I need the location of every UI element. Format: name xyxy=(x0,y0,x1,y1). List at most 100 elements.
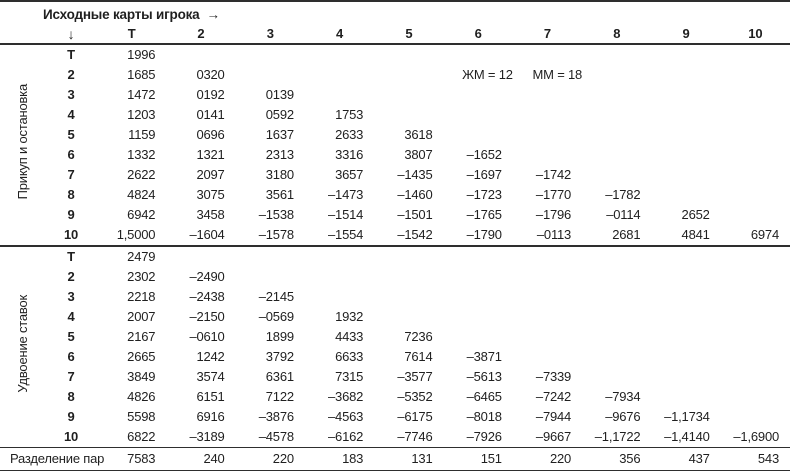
empty-cell xyxy=(651,165,720,185)
cell-value: –2438 xyxy=(189,289,225,304)
table-row: 9 5598 6916 –3876 –4563 –6175 –8018 –7944 –9676 –… xyxy=(0,407,790,427)
cell-value: –0113 xyxy=(536,227,572,242)
empty-cell xyxy=(721,387,790,407)
cell-value: –7242 xyxy=(535,389,572,404)
empty-cell xyxy=(721,125,790,145)
cell-value: –7944 xyxy=(535,409,572,424)
cell-value: –1765 xyxy=(466,207,502,222)
cell-value: –3876 xyxy=(258,409,294,424)
cell-value: 3792 xyxy=(265,349,294,364)
empty-cell xyxy=(582,287,651,307)
cell-value: 1753 xyxy=(335,107,364,122)
cell-value: 3574 xyxy=(196,369,225,384)
empty-cell xyxy=(651,307,720,327)
cell-value: 7583 xyxy=(97,447,167,471)
table-row: 4 2007 –2150 –0569 1932 xyxy=(0,307,790,327)
empty-cell xyxy=(374,43,444,65)
empty-cell xyxy=(443,85,512,105)
empty-cell xyxy=(721,205,790,225)
table-row: 6 2665 1242 3792 6633 7614 –3871 xyxy=(0,347,790,367)
empty-cell xyxy=(374,65,443,85)
cell-value: –1578 xyxy=(258,227,294,242)
cell-value: 0141 xyxy=(196,107,225,122)
section-label-cell: Прикуп и остановка xyxy=(0,43,45,246)
cell-value: –1782 xyxy=(605,187,641,202)
cell-value: 131 xyxy=(374,447,444,471)
cell-value: –1742 xyxy=(535,167,572,182)
row-header-Т: Т xyxy=(45,43,97,65)
column-header-7: 7 xyxy=(543,26,551,41)
cell-value: 6974 xyxy=(750,227,779,242)
empty-cell xyxy=(236,267,305,287)
cell-value: –3871 xyxy=(466,349,502,364)
table-header-cell: Исходные карты игрока → xyxy=(0,1,790,25)
empty-cell xyxy=(305,85,374,105)
cell-value: 3657 xyxy=(335,167,364,182)
empty-cell xyxy=(651,347,720,367)
cell-value: 1899 xyxy=(265,329,294,344)
column-header-10: 10 xyxy=(748,26,763,41)
cell-value: –8018 xyxy=(466,409,502,424)
empty-cell xyxy=(513,307,582,327)
cell-value: 7122 xyxy=(265,389,294,404)
empty-cell xyxy=(582,347,651,367)
cell-value: –1554 xyxy=(328,227,364,242)
empty-cell xyxy=(651,65,720,85)
column-header-2: 2 xyxy=(197,26,205,41)
cell-value: 3316 xyxy=(335,147,364,162)
right-arrow-icon: → xyxy=(206,7,221,22)
cell-value: –1,4140 xyxy=(664,429,710,444)
cell-value: 220 xyxy=(512,447,583,471)
cell-value: 0192 xyxy=(196,87,225,102)
empty-cell xyxy=(582,65,651,85)
row-header-8: 8 xyxy=(67,187,75,202)
cell-value: –5613 xyxy=(466,369,502,384)
empty-cell xyxy=(443,327,512,347)
cell-value: –0610 xyxy=(189,329,225,344)
empty-cell xyxy=(166,245,236,267)
empty-cell xyxy=(582,267,651,287)
section-label-cell: Удвоение ставок xyxy=(0,245,45,448)
table-row: 7 2622 2097 3180 3657 –1435 –1697 –1742 xyxy=(0,165,790,185)
cell-value: 2167 xyxy=(127,329,156,344)
cell-value: 1321 xyxy=(196,147,225,162)
table-row: Удвоение ставок Т 2479 xyxy=(0,245,790,448)
empty-cell xyxy=(651,105,720,125)
empty-cell xyxy=(651,267,720,287)
cell-value: 2007 xyxy=(127,309,156,324)
cell-value: –7926 xyxy=(466,429,502,444)
cell-value: –1435 xyxy=(397,167,433,182)
cell-value: –1538 xyxy=(258,207,294,222)
annotation-text: ММ = 18 xyxy=(532,67,583,82)
cell-value: –1697 xyxy=(466,167,502,182)
cell-value: 2633 xyxy=(335,127,364,142)
column-headers-row: ↓ Т 2 3 4 5 6 7 8 9 10 xyxy=(0,25,790,44)
row-header-10: 10 xyxy=(63,429,79,444)
cell-value: 2097 xyxy=(196,167,225,182)
cell-value: –1604 xyxy=(189,227,225,242)
annotation-text: ЖМ = 12 xyxy=(462,67,513,82)
cell-value: –9667 xyxy=(535,429,572,444)
empty-cell xyxy=(513,267,582,287)
empty-cell xyxy=(443,43,513,65)
cell-value: 356 xyxy=(582,447,652,471)
cell-value: –1460 xyxy=(397,187,433,202)
cell-value: 543 xyxy=(720,447,790,471)
empty-cell xyxy=(374,85,443,105)
cell-value: –3682 xyxy=(328,389,364,404)
cell-value: –1542 xyxy=(397,227,433,242)
empty-cell xyxy=(236,65,305,85)
table-row: 10 6822 –3189 –4578 –6162 –7746 –7926 –9667 –1,1… xyxy=(0,427,790,448)
empty-cell xyxy=(721,145,790,165)
cell-value: 1203 xyxy=(127,107,156,122)
cell-value: –1,1722 xyxy=(594,429,641,444)
column-header-Т: Т xyxy=(127,26,136,41)
empty-cell xyxy=(721,287,790,307)
row-header-2: 2 xyxy=(67,269,75,284)
empty-cell xyxy=(651,245,721,267)
row-header-4: 4 xyxy=(67,309,75,324)
table-row: 3 2218 –2438 –2145 xyxy=(0,287,790,307)
cell-value: –4578 xyxy=(258,429,294,444)
cell-value: –0114 xyxy=(606,207,641,222)
cell-value: 2313 xyxy=(265,147,294,162)
